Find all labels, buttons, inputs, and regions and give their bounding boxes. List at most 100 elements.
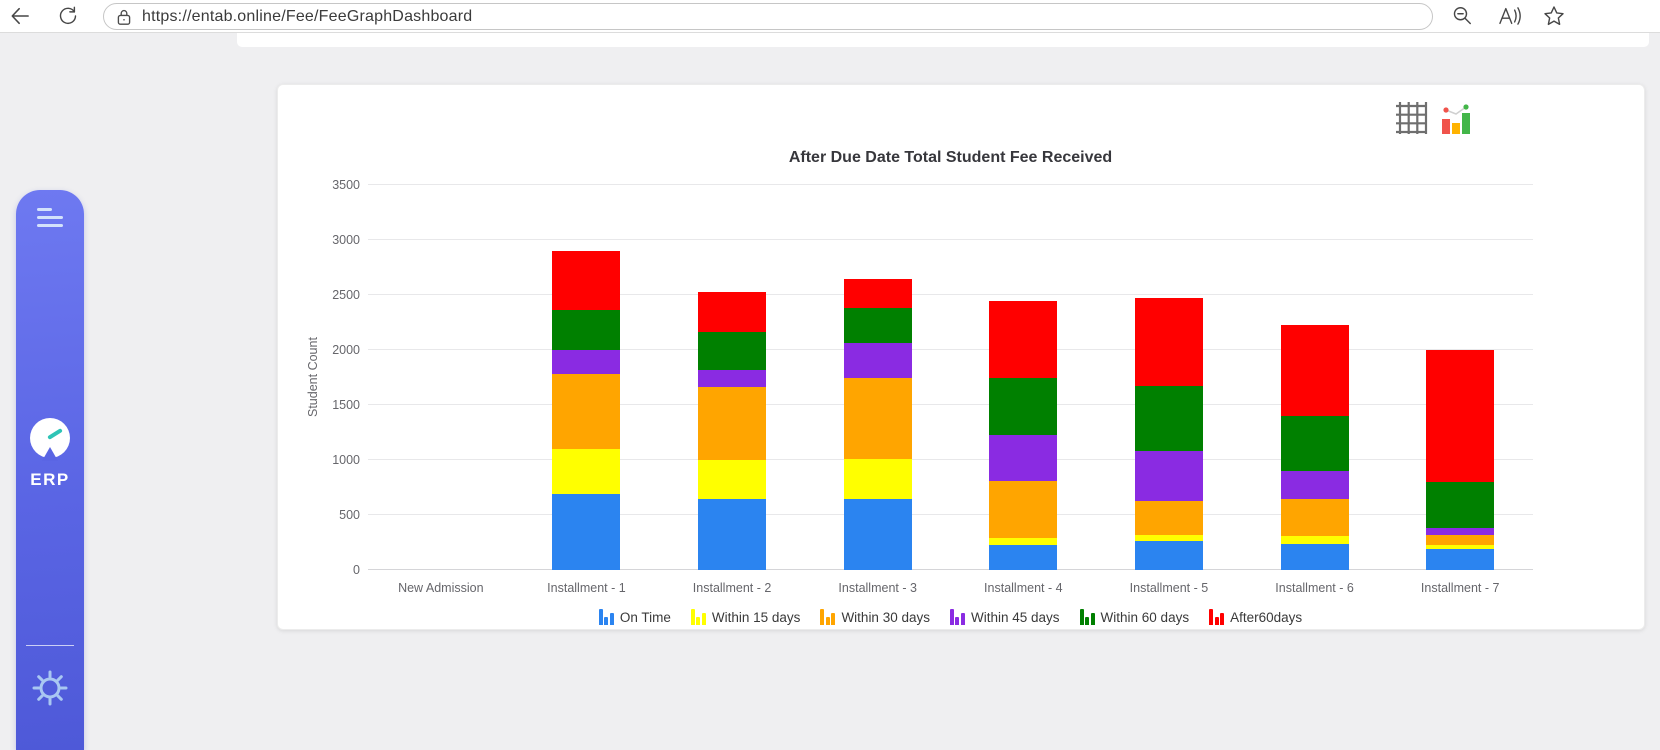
erp-logo-text: ERP	[30, 470, 70, 489]
x-axis-labels: New Admission Installment - 1 Installment …	[368, 581, 1533, 595]
legend-bars-icon	[598, 609, 614, 625]
stacked-bar	[552, 251, 621, 570]
stacked-bar	[698, 291, 767, 570]
x-axis-category-label: Installment - 7	[1420, 581, 1500, 595]
browser-toolbar: https://entab.online/Fee/FeeGraphDashboa…	[0, 0, 1660, 33]
gridline	[368, 459, 1533, 460]
y-tick-label: 0	[353, 563, 360, 577]
legend-bars-icon	[820, 609, 836, 625]
bar-segment[interactable]	[698, 291, 767, 333]
bar-segment[interactable]	[989, 544, 1058, 570]
y-tick-label: 500	[339, 508, 360, 522]
gridline	[368, 184, 1533, 185]
x-axis-category-label: Installment - 4	[984, 581, 1063, 595]
gridline	[368, 404, 1533, 405]
legend-item[interactable]: Within 15 days	[690, 609, 800, 625]
bar-segment[interactable]	[552, 251, 621, 311]
stacked-bar	[1134, 298, 1203, 570]
y-axis-ticks: 0 500 1000 1500 2000 2500 3000 3500	[308, 178, 360, 577]
bar-segment[interactable]	[1280, 324, 1349, 417]
bar-column	[1387, 185, 1533, 570]
table-view-button[interactable]	[1393, 99, 1429, 135]
gauge-logo-icon[interactable]	[30, 418, 70, 461]
bar-segment[interactable]	[552, 494, 621, 570]
bar-segment[interactable]	[1134, 534, 1203, 542]
legend-item[interactable]: Within 60 days	[1079, 609, 1189, 625]
favorite-button[interactable]	[1540, 2, 1568, 30]
bars-container	[368, 185, 1533, 570]
url-text: https://entab.online/Fee/FeeGraphDashboa…	[142, 7, 473, 25]
gridline	[368, 239, 1533, 240]
read-aloud-icon	[1498, 7, 1521, 25]
bar-segment[interactable]	[1134, 298, 1203, 387]
bar-column	[514, 185, 660, 570]
legend-item[interactable]: After60days	[1209, 609, 1302, 625]
bar-segment[interactable]	[1426, 544, 1495, 550]
bar-segment[interactable]	[1426, 350, 1495, 483]
bar-column	[1096, 185, 1242, 570]
bar-segment[interactable]	[1134, 541, 1203, 570]
bar-segment[interactable]	[989, 300, 1058, 378]
x-axis-category-label: Installment - 1	[547, 581, 626, 595]
bar-segment[interactable]	[552, 310, 621, 351]
bar-column	[951, 185, 1097, 570]
favorite-star-icon	[1544, 6, 1564, 26]
zoom-out-button[interactable]	[1448, 2, 1476, 30]
settings-gear-icon[interactable]	[30, 668, 70, 708]
bar-segment[interactable]	[1426, 534, 1495, 545]
legend-item[interactable]: Within 45 days	[949, 609, 1060, 625]
bar-segment[interactable]	[989, 480, 1058, 539]
bar-segment[interactable]	[1280, 498, 1349, 536]
bar-segment[interactable]	[552, 449, 621, 495]
bar-segment[interactable]	[843, 458, 912, 499]
legend-bars-icon	[949, 609, 965, 625]
x-axis-category-label: Installment - 5	[1129, 581, 1209, 595]
bar-segment[interactable]	[1280, 471, 1349, 499]
bar-segment[interactable]	[989, 434, 1058, 481]
bar-segment[interactable]	[1134, 386, 1203, 452]
legend-item[interactable]: On Time	[598, 609, 671, 625]
bar-segment[interactable]	[698, 369, 767, 388]
bar-segment[interactable]	[1426, 549, 1495, 570]
bar-segment[interactable]	[552, 350, 621, 375]
gridline	[368, 349, 1533, 350]
back-button[interactable]	[6, 2, 34, 30]
bar-segment[interactable]	[1134, 500, 1203, 535]
gridline	[368, 294, 1533, 295]
bar-segment[interactable]	[1280, 535, 1349, 544]
bar-segment[interactable]	[843, 498, 912, 570]
stacked-bar	[843, 278, 912, 570]
bar-segment[interactable]	[989, 377, 1058, 435]
menu-icon[interactable]	[37, 208, 63, 232]
bar-column	[659, 185, 805, 570]
bar-segment[interactable]	[552, 374, 621, 450]
bar-segment[interactable]	[843, 377, 912, 459]
x-axis-category-label: New Admission	[398, 581, 484, 595]
read-aloud-button[interactable]	[1495, 2, 1523, 30]
refresh-button[interactable]	[54, 2, 82, 30]
bar-segment[interactable]	[989, 538, 1058, 545]
bar-segment[interactable]	[843, 343, 912, 378]
legend-bars-icon	[1079, 609, 1095, 625]
sidebar: ERP	[16, 190, 84, 750]
bar-segment[interactable]	[1426, 528, 1495, 535]
bar-segment[interactable]	[1426, 482, 1495, 529]
x-axis-category-label: Installment - 6	[1275, 581, 1354, 595]
bar-segment[interactable]	[698, 332, 767, 370]
legend-item[interactable]: Within 30 days	[820, 609, 930, 625]
bar-segment[interactable]	[698, 498, 767, 570]
stacked-bar	[1426, 350, 1495, 570]
y-tick-label: 2500	[332, 288, 360, 302]
bar-segment[interactable]	[1280, 416, 1349, 472]
legend-label: On Time	[619, 609, 671, 625]
address-bar[interactable]: https://entab.online/Fee/FeeGraphDashboa…	[103, 3, 1433, 30]
bar-segment[interactable]	[698, 460, 767, 499]
legend-label: Within 45 days	[970, 609, 1060, 625]
bar-segment[interactable]	[843, 308, 912, 344]
bar-segment[interactable]	[1280, 543, 1349, 570]
bar-segment[interactable]	[843, 278, 912, 309]
bar-segment[interactable]	[698, 387, 767, 460]
refresh-icon	[59, 6, 77, 25]
bar-segment[interactable]	[1134, 451, 1203, 501]
chart-view-button[interactable]	[1438, 99, 1474, 135]
